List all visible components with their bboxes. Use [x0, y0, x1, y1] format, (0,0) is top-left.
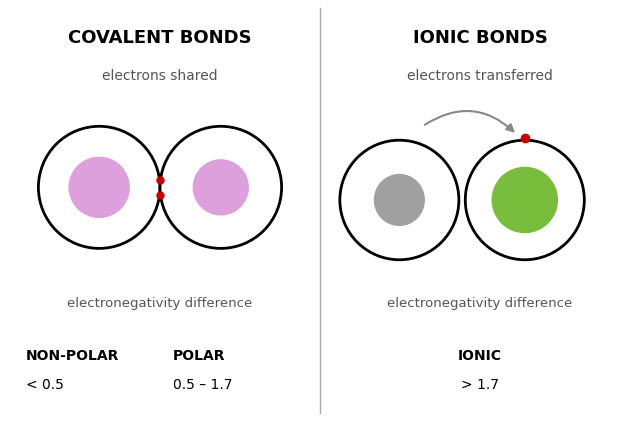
Text: 0.5 – 1.7: 0.5 – 1.7	[173, 378, 232, 392]
Text: electronegativity difference: electronegativity difference	[387, 297, 573, 309]
Text: electrons transferred: electrons transferred	[407, 69, 553, 83]
Text: > 1.7: > 1.7	[461, 378, 499, 392]
Ellipse shape	[38, 126, 160, 248]
Ellipse shape	[160, 126, 282, 248]
Text: electronegativity difference: electronegativity difference	[67, 297, 253, 309]
Text: NON-POLAR: NON-POLAR	[26, 349, 119, 363]
Ellipse shape	[374, 174, 425, 226]
Text: electrons shared: electrons shared	[102, 69, 218, 83]
Text: < 0.5: < 0.5	[26, 378, 63, 392]
Ellipse shape	[193, 159, 249, 216]
Text: IONIC: IONIC	[458, 349, 502, 363]
Text: IONIC BONDS: IONIC BONDS	[413, 29, 547, 47]
Ellipse shape	[465, 140, 584, 260]
Ellipse shape	[340, 140, 459, 260]
Text: COVALENT BONDS: COVALENT BONDS	[68, 29, 252, 47]
Ellipse shape	[492, 167, 558, 233]
Text: POLAR: POLAR	[173, 349, 225, 363]
Ellipse shape	[68, 157, 130, 218]
